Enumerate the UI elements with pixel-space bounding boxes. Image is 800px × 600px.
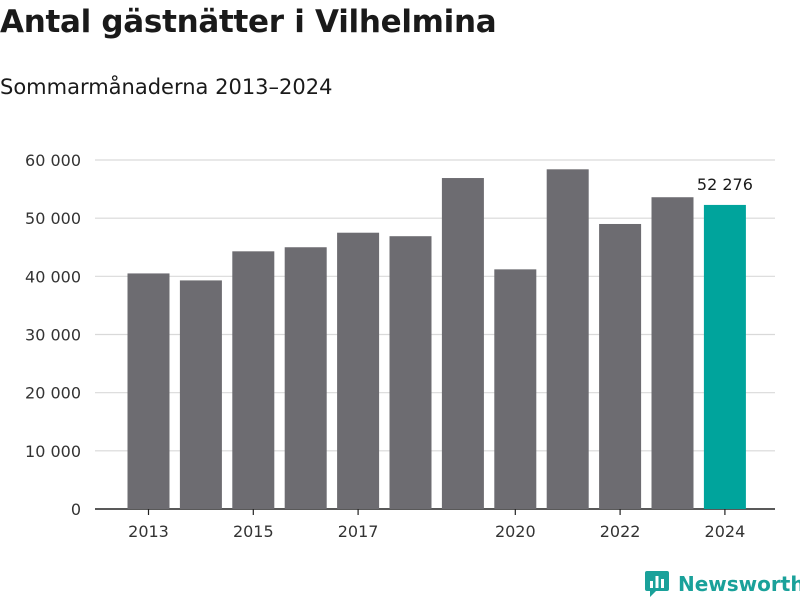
bar-2016 [284, 247, 327, 509]
x-tick-label: 2022 [600, 522, 641, 541]
x-axis-tick-labels: 2013 2015 2017 2020 2022 2024 [128, 509, 745, 541]
chart-subtitle: Sommarmånaderna 2013–2024 [0, 75, 333, 99]
bars [127, 169, 746, 510]
y-tick-label: 40 000 [25, 267, 81, 286]
y-axis-tick-labels: 0 10 000 20 000 30 000 40 000 50 000 60 000 [25, 151, 81, 519]
x-tick-label: 2015 [233, 522, 274, 541]
bar-2024 [703, 204, 746, 510]
data-label: 52 276 [697, 175, 753, 194]
bar-2015 [232, 251, 275, 510]
brand-name: Newsworthy [678, 572, 800, 596]
bar-2020 [494, 269, 537, 509]
x-tick-label: 2013 [128, 522, 169, 541]
brand-logo: Newsworthy [644, 570, 800, 598]
y-tick-label: 60 000 [25, 151, 81, 170]
x-tick-label: 2024 [705, 522, 746, 541]
newsworthy-logo-icon [645, 571, 669, 597]
bar-2017 [337, 232, 380, 510]
y-tick-label: 50 000 [25, 209, 81, 228]
chart-title: Antal gästnätter i Vilhelmina [0, 4, 497, 40]
y-tick-label: 10 000 [25, 442, 81, 461]
bar-2021 [546, 169, 589, 509]
data-labels: 52 276 [697, 175, 753, 194]
bar-2018 [389, 236, 432, 509]
y-tick-label: 0 [71, 500, 81, 519]
bar-2019 [441, 178, 484, 509]
y-tick-label: 20 000 [25, 384, 81, 403]
bar-2013 [127, 273, 170, 509]
x-tick-label: 2020 [495, 522, 536, 541]
bar-2023 [651, 197, 694, 509]
bar-2022 [599, 223, 642, 509]
y-tick-label: 30 000 [25, 326, 81, 345]
bar-2014 [179, 280, 222, 509]
x-tick-label: 2017 [338, 522, 379, 541]
